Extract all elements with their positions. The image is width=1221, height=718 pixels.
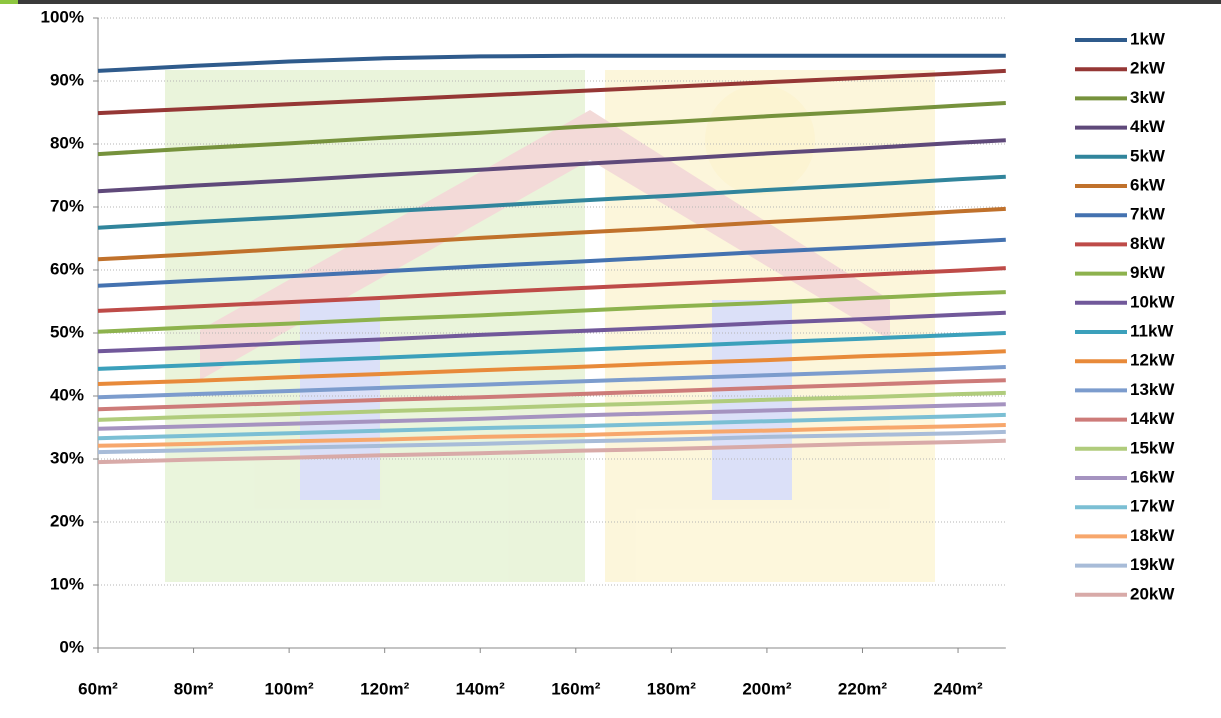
legend-label: 2kW [1130,59,1166,78]
y-tick-label: 50% [50,322,84,341]
series-line [97,310,1006,354]
series-line [97,331,1006,371]
legend-label: 12kW [1130,351,1175,370]
legend-label: 16kW [1130,467,1175,486]
series-line [97,68,1006,116]
y-tick-label: 100% [41,7,84,26]
series-line [97,378,1006,412]
legend-label: 13kW [1130,380,1175,399]
legend-label: 10kW [1130,292,1175,311]
y-tick-label: 80% [50,133,84,152]
series-line [97,349,1006,386]
series-line [97,423,1006,448]
series-line [97,290,1006,334]
legend-label: 3kW [1130,88,1166,107]
legend-label: 15kW [1130,438,1175,457]
y-tick-label: 20% [50,511,84,530]
legend-label: 18kW [1130,526,1175,545]
x-tick-label: 120m² [360,679,409,698]
y-tick-label: 40% [50,385,84,404]
legend-label: 6kW [1130,175,1166,194]
y-tick-label: 30% [50,448,84,467]
legend-label: 4kW [1130,117,1166,136]
series-line [97,365,1006,400]
legend-label: 11kW [1130,321,1174,340]
series-line [97,390,1006,422]
y-tick-label: 70% [50,196,84,215]
series-line [97,138,1006,194]
x-tick-label: 200m² [742,679,791,698]
legend-label: 1kW [1130,29,1166,48]
legend-label: 8kW [1130,234,1166,253]
top-bar-accent [0,0,18,4]
watermark [165,70,935,582]
series-line [97,206,1006,262]
x-tick-label: 100m² [265,679,314,698]
y-tick-label: 90% [50,70,84,89]
x-tick-label: 240m² [933,679,982,698]
series-line [97,266,1006,313]
legend-label: 9kW [1130,263,1166,282]
top-bar [0,0,1221,4]
x-tick-label: 140m² [456,679,505,698]
x-tick-label: 80m² [174,679,214,698]
y-tick-label: 10% [50,574,84,593]
series-line [97,402,1006,431]
series-line [97,237,1006,288]
x-tick-label: 220m² [838,679,887,698]
legend-label: 20kW [1130,584,1175,603]
series-line [97,438,1006,465]
series-line [97,101,1006,157]
series-line [97,429,1006,455]
series-line [97,53,1006,73]
series-line [97,174,1006,230]
x-tick-label: 180m² [647,679,696,698]
legend-label: 7kW [1130,205,1166,224]
legend-label: 5kW [1130,146,1166,165]
legend-label: 19kW [1130,555,1175,574]
x-tick-label: 60m² [78,679,118,698]
y-tick-label: 0% [59,637,84,656]
legend-label: 17kW [1130,497,1175,516]
legend-label: 14kW [1130,409,1175,428]
series-line [97,412,1006,441]
x-tick-label: 160m² [551,679,600,698]
y-tick-label: 60% [50,259,84,278]
